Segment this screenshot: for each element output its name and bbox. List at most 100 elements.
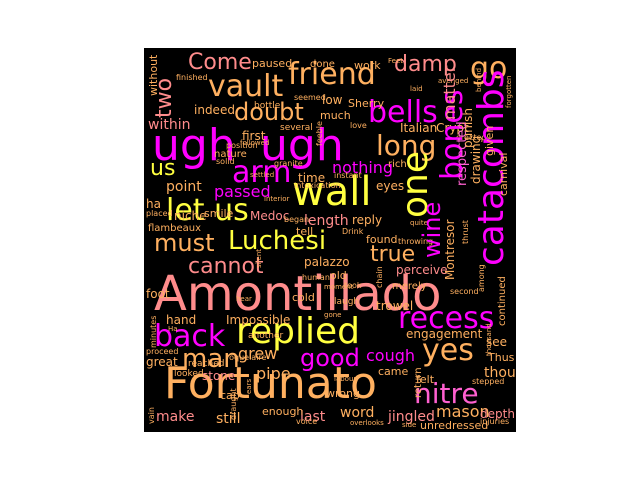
word: another [248,331,284,341]
word: position [226,141,258,150]
word: Medoc [250,209,290,223]
word: replied [236,311,361,352]
word: quite [410,219,428,227]
word: flambeaux [148,223,202,234]
word: passed [214,182,271,201]
word: behind [475,67,483,92]
word: niche [174,209,207,223]
word: wrong [326,387,360,400]
word: foot [146,287,170,301]
word: length [304,213,349,229]
word: continued [497,276,508,326]
word: Come [188,50,252,75]
word: friend [288,57,376,92]
word: draught [229,388,238,420]
word: reached [188,359,225,369]
word: injuries [480,417,510,426]
word: Feet [388,57,404,65]
word: began [284,215,310,224]
word: cannot [188,254,264,279]
word: good [300,344,360,372]
word-cloud: Amontillado Fortunato ugh ugh replied Lu… [144,48,516,432]
word: roquelaire [226,353,267,362]
word: found [366,233,398,246]
word: vain [147,407,156,424]
word: Thus [488,351,515,364]
word: proceed [146,347,179,356]
word: pipe [256,364,291,383]
word: cough [366,346,416,365]
word: palazzo [304,255,350,269]
word: nature [214,149,247,160]
word: doubt [234,98,304,126]
word: true [370,242,416,267]
word: damp [394,52,457,77]
word: interior [264,195,290,203]
word: Italian [400,121,438,135]
word: hand [166,313,197,327]
word: within [148,117,191,133]
word: first [242,129,266,143]
word: recess [398,301,495,336]
word: ugh [152,120,236,171]
word: several [280,123,313,133]
word: followed [240,139,270,147]
word: go [470,51,508,86]
word: human [302,273,330,282]
word: see [486,335,508,349]
word: unredressed [420,419,489,432]
word: given [483,125,496,156]
word: instant [334,171,362,180]
word: Fortunato [164,358,377,409]
word: smile [204,207,234,220]
word: granite [274,159,303,168]
word: done [310,59,335,70]
word: enough [262,405,304,418]
word: finished [176,73,208,82]
word: laid [410,85,423,93]
word: voice [296,417,318,426]
word: side [402,421,417,429]
word: love [350,121,367,130]
word: intoxication [294,181,341,190]
word: cap [220,389,240,402]
word: jingled [388,409,435,425]
word: seemed [294,93,326,102]
word: make [156,409,195,425]
word: still [216,411,241,427]
word: avenged [438,77,469,85]
word: placed [146,209,173,218]
word: Crypt [436,121,469,135]
word: felt [416,373,435,386]
word: cold [292,291,315,304]
word: looked [174,369,204,379]
word: minutes [149,315,158,348]
word: point [166,179,202,195]
word: silent [255,248,263,268]
word: came [378,365,409,378]
word: moment [324,283,354,291]
word: old [330,269,347,282]
word: punish [461,107,475,148]
word: among [477,264,486,292]
word: overlooks [350,419,384,427]
word: stepped [472,377,505,386]
word: laugh [334,297,360,307]
word: solid [216,157,235,166]
word: paused [252,57,293,70]
word: merely [392,281,427,292]
word: chain [375,266,384,288]
word: man [182,344,240,374]
word: throwing [398,237,434,246]
word: thought [484,365,516,381]
word: ears [245,378,253,394]
word: low [322,93,343,107]
word: bells [368,95,438,130]
word: ha [146,197,161,211]
word: Impossible [226,313,291,327]
word: wall [292,169,372,215]
word: depth [480,407,515,421]
word: vault [208,69,284,104]
word: Montresor [443,219,457,280]
word: forgotten [505,75,513,108]
